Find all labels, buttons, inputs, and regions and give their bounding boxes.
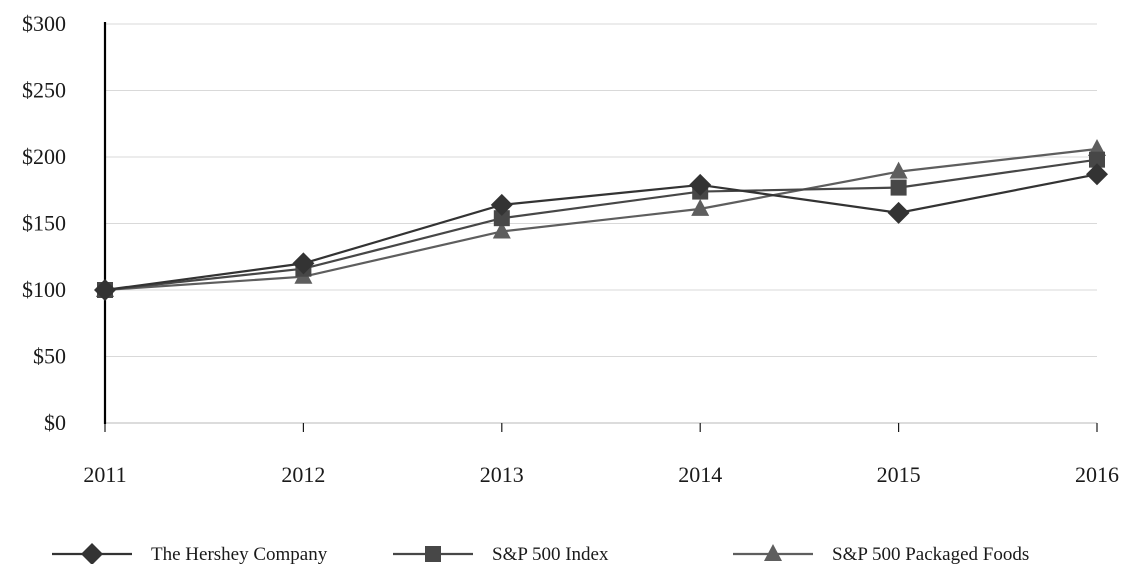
series-line bbox=[104, 158, 1098, 292]
legend-label: The Hershey Company bbox=[151, 544, 328, 564]
data-point bbox=[689, 173, 712, 196]
y-tick-label: $250 bbox=[22, 78, 66, 103]
series-diamond bbox=[94, 163, 1108, 301]
data-point bbox=[890, 179, 907, 196]
series-line bbox=[104, 147, 1098, 292]
legend-label: S&P 500 Packaged Foods bbox=[832, 544, 1029, 564]
series-group bbox=[94, 139, 1108, 301]
series-line bbox=[104, 173, 1098, 292]
legend-item: S&P 500 Index bbox=[393, 544, 609, 564]
data-point bbox=[691, 198, 710, 216]
y-tick-label: $100 bbox=[22, 277, 66, 302]
y-tick-label: $200 bbox=[22, 144, 66, 169]
legend-label: S&P 500 Index bbox=[492, 544, 609, 564]
data-point bbox=[887, 201, 910, 224]
data-point bbox=[1089, 151, 1105, 168]
x-tick-label: 2014 bbox=[678, 462, 722, 487]
series-triangle bbox=[96, 139, 1106, 297]
x-tick-label: 2016 bbox=[1075, 462, 1119, 487]
legend-marker bbox=[81, 543, 103, 564]
y-tick-label: $50 bbox=[33, 344, 66, 369]
data-point bbox=[94, 279, 116, 301]
x-tick-label: 2012 bbox=[281, 462, 325, 487]
data-point bbox=[492, 221, 511, 239]
data-point bbox=[292, 252, 315, 275]
y-axis-ticks: $0 $50 $100 $150 $200 $250 $300 bbox=[22, 11, 66, 435]
legend-marker bbox=[425, 546, 441, 562]
gridlines bbox=[105, 23, 1097, 357]
legend-marker bbox=[764, 544, 782, 561]
y-tick-label: $150 bbox=[22, 211, 66, 236]
x-tick-label: 2011 bbox=[83, 462, 126, 487]
data-point bbox=[1086, 163, 1108, 186]
x-tick-label: 2013 bbox=[480, 462, 524, 487]
x-tick-label: 2015 bbox=[877, 462, 921, 487]
x-axis: 2011 2012 2013 2014 2015 2016 bbox=[83, 422, 1119, 487]
series-square bbox=[97, 151, 1105, 298]
legend-item: S&P 500 Packaged Foods bbox=[733, 544, 1029, 564]
data-point bbox=[889, 161, 908, 179]
legend: The Hershey Company S&P 500 Index S&P 500 … bbox=[52, 543, 1029, 564]
y-tick-label: $0 bbox=[44, 410, 66, 435]
legend-item: The Hershey Company bbox=[52, 543, 328, 564]
data-point bbox=[493, 210, 510, 227]
y-tick-label: $300 bbox=[22, 11, 66, 36]
data-point bbox=[490, 193, 513, 216]
